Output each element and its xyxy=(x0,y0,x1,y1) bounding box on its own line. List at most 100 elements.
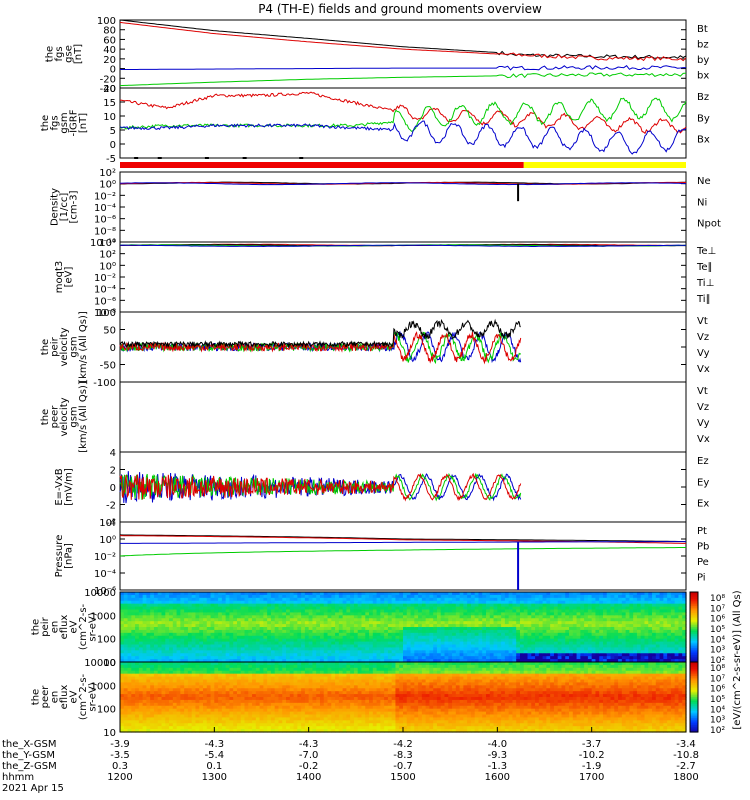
spectrogram-cell xyxy=(131,726,136,730)
spectrogram-cell xyxy=(640,600,646,605)
spectrogram-cell xyxy=(267,659,272,663)
spectrogram-cell xyxy=(146,676,151,681)
spectrogram-cell xyxy=(169,662,174,666)
spectrogram-cell xyxy=(274,711,280,716)
spectrogram-cell xyxy=(225,612,231,616)
spectrogram-cell xyxy=(127,711,132,716)
spectrogram-cell xyxy=(187,691,193,695)
spectrogram-cell xyxy=(421,635,427,640)
spectrogram-cell xyxy=(289,597,295,602)
spectrogram-cell xyxy=(674,650,680,654)
spectrogram-cell xyxy=(120,699,125,704)
spectrogram-cell xyxy=(508,612,514,616)
spectrogram-cell xyxy=(263,682,268,686)
spectrogram-cell xyxy=(240,717,246,721)
ylabel-line: eflux xyxy=(59,685,70,710)
spectrogram-cell xyxy=(184,629,189,634)
spectrogram-cell xyxy=(584,638,589,643)
spectrogram-cell xyxy=(519,656,525,660)
spectrogram-cell xyxy=(157,699,163,704)
spectrogram-cell xyxy=(206,650,212,654)
spectrogram-cell xyxy=(338,632,344,637)
spectrogram-cell xyxy=(286,629,291,634)
spectrogram-cell xyxy=(138,653,144,657)
spectrogram-cell xyxy=(184,606,189,611)
spectrogram-cell xyxy=(421,592,427,596)
spectrogram-cell xyxy=(584,609,589,614)
spectrogram-cell xyxy=(512,600,517,605)
spectrogram-cell xyxy=(535,659,540,663)
spectrogram-cell xyxy=(591,653,597,657)
spectrogram-cell xyxy=(153,667,159,672)
spectrogram-cell xyxy=(127,650,132,654)
spectrogram-cell xyxy=(501,612,506,616)
spectrogram-cell xyxy=(184,662,189,666)
spectrogram-cell xyxy=(199,638,204,643)
spectrogram-cell xyxy=(255,688,261,692)
spectrogram-cell xyxy=(278,597,283,602)
spectrogram-cell xyxy=(244,632,249,637)
panel-9-ylabel: thepeirenefluxeV(cm^2-s-sr-eV) xyxy=(30,603,98,650)
spectrogram-cell xyxy=(531,600,536,605)
spectrogram-cell xyxy=(384,603,389,608)
spectrogram-cell xyxy=(210,629,215,634)
spectrogram-cell xyxy=(240,641,246,646)
spectrogram-cell xyxy=(380,618,385,622)
spectrogram-cell xyxy=(663,653,668,657)
spectrogram-cell xyxy=(312,592,317,596)
spectrogram-cell xyxy=(297,653,302,657)
spectrogram-cell xyxy=(403,647,408,651)
spectrogram-cell xyxy=(138,629,144,634)
spectrogram-cell xyxy=(221,641,227,646)
spectrogram-cell xyxy=(648,597,653,602)
spectrogram-cell xyxy=(304,659,310,663)
spectrogram-cell xyxy=(236,697,242,701)
spectrogram-cell xyxy=(421,647,427,651)
spectrogram-cell xyxy=(682,641,687,646)
spectrogram-cell xyxy=(184,603,189,608)
spectrogram-cell xyxy=(308,594,314,599)
spectrogram-cell xyxy=(580,621,585,625)
spectrogram-cell xyxy=(282,694,287,698)
spectrogram-cell xyxy=(414,603,419,608)
y-tick-label: 0 xyxy=(110,140,116,151)
spectrogram-cell xyxy=(252,594,257,599)
spectrogram-cell xyxy=(233,635,238,640)
spectrogram-cell xyxy=(535,624,540,628)
spectrogram-cell xyxy=(286,653,291,657)
spectrogram-cell xyxy=(550,635,555,640)
spectrogram-cell xyxy=(146,632,151,637)
spectrogram-cell xyxy=(463,609,468,614)
spectrogram-cell xyxy=(214,697,219,701)
spectrogram-cell xyxy=(297,647,302,651)
spectrogram-cell xyxy=(206,691,212,695)
spectrogram-cell xyxy=(591,603,597,608)
spectrogram-cell xyxy=(312,609,317,614)
spectrogram-cell xyxy=(169,641,174,646)
spectrogram-cell xyxy=(274,597,280,602)
spectrogram-cell xyxy=(640,635,646,640)
spectrogram-cell xyxy=(138,606,144,611)
series-Bz xyxy=(119,91,687,135)
spectrogram-cell xyxy=(625,618,630,622)
spectrogram-cell xyxy=(161,621,166,625)
y-tick-label: 10⁰ xyxy=(99,535,116,546)
spectrogram-cell xyxy=(180,708,185,713)
spectrogram-cell xyxy=(289,697,295,701)
spectrogram-cell xyxy=(195,592,200,596)
spectrogram-cell xyxy=(259,659,264,663)
spectrogram-cell xyxy=(127,726,132,730)
spectrogram-cell xyxy=(489,594,495,599)
spectrogram-cell xyxy=(131,702,136,707)
spectrogram-cell xyxy=(493,638,498,643)
spectrogram-cell xyxy=(572,603,578,608)
spectrogram-cell xyxy=(150,597,155,602)
spectrogram-cell xyxy=(595,592,600,596)
spectrogram-cell xyxy=(191,606,197,611)
spectrogram-cell xyxy=(255,618,261,622)
spectrogram-cell xyxy=(599,609,604,614)
spectrogram-cell xyxy=(180,717,185,721)
spectrogram-cell xyxy=(199,600,204,605)
spectrogram-cell xyxy=(218,644,223,649)
y-tick-label: -50 xyxy=(100,361,116,372)
